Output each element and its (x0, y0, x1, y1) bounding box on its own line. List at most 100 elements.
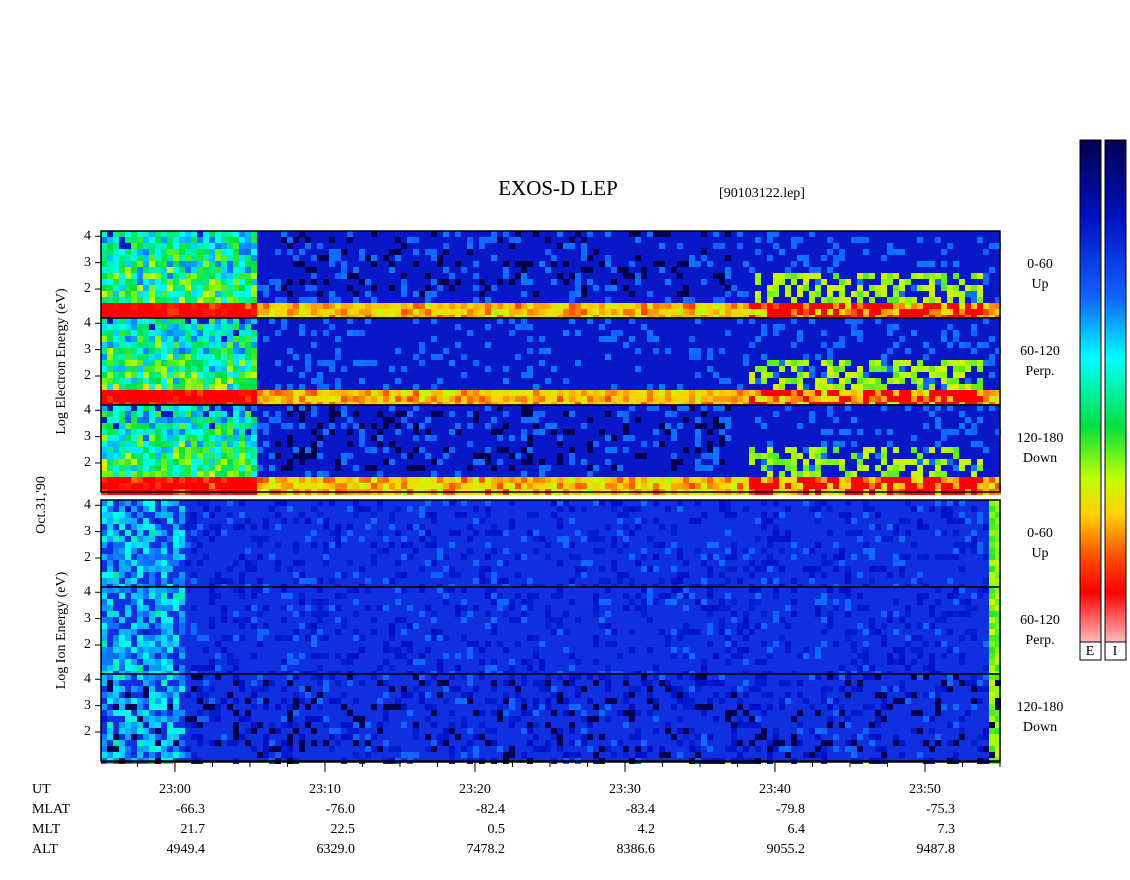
spectrogram-cell (827, 617, 833, 623)
spectrogram-cell (713, 231, 719, 237)
spectrogram-cell (893, 629, 899, 635)
spectrogram-cell (863, 506, 869, 512)
spectrogram-cell (113, 231, 119, 237)
spectrogram-cell (197, 348, 203, 354)
spectrogram-cell (857, 237, 863, 243)
spectrogram-cell (719, 378, 725, 384)
spectrogram-cell (389, 441, 395, 447)
spectrogram-cell (989, 309, 995, 315)
spectrogram-cell (581, 249, 587, 255)
spectrogram-cell (443, 348, 449, 354)
spectrogram-cell (119, 665, 125, 671)
spectrogram-cell (119, 336, 125, 342)
spectrogram-cell (305, 578, 311, 584)
spectrogram-cell (827, 384, 833, 390)
spectrogram-cell (701, 560, 707, 566)
spectrogram-cell (137, 354, 143, 360)
spectrogram-cell (179, 554, 185, 560)
spectrogram-cell (341, 453, 347, 459)
spectrogram-cell (185, 273, 191, 279)
spectrogram-cell (125, 653, 131, 659)
spectrogram-cell (317, 629, 323, 635)
spectrogram-cell (299, 623, 305, 629)
spectrogram-cell (131, 524, 137, 530)
spectrogram-cell (539, 309, 545, 315)
spectrogram-cell (251, 435, 257, 441)
spectrogram-cell (227, 360, 233, 366)
spectrogram-cell (167, 405, 173, 411)
spectrogram-cell (893, 471, 899, 477)
spectrogram-cell (101, 255, 107, 261)
spectrogram-cell (569, 506, 575, 512)
spectrogram-cell (365, 506, 371, 512)
spectrogram-cell (161, 255, 167, 261)
spectrogram-cell (767, 360, 773, 366)
spectrogram-cell (659, 390, 665, 396)
spectrogram-cell (599, 500, 605, 506)
spectrogram-cell (125, 560, 131, 566)
spectrogram-cell (227, 237, 233, 243)
spectrogram-cell (245, 453, 251, 459)
spectrogram-cell (131, 411, 137, 417)
spectrogram-cell (647, 405, 653, 411)
spectrogram-cell (239, 291, 245, 297)
spectrogram-cell (527, 459, 533, 465)
spectrogram-cell (161, 554, 167, 560)
spectrogram-cell (653, 665, 659, 671)
spectrogram-cell (299, 593, 305, 599)
spectrogram-cell (209, 659, 215, 665)
spectrogram-cell (197, 297, 203, 303)
spectrogram-cell (587, 471, 593, 477)
spectrogram-cell (197, 354, 203, 360)
spectrogram-cell (245, 560, 251, 566)
spectrogram-cell (113, 483, 119, 489)
spectrogram-cell (227, 659, 233, 665)
spectrogram-cell (569, 518, 575, 524)
spectrogram-cell (251, 429, 257, 435)
spectrogram-cell (119, 629, 125, 635)
spectrogram-cell (197, 372, 203, 378)
spectrogram-cell (287, 506, 293, 512)
spectrogram-cell (143, 330, 149, 336)
spectrogram-cell (671, 390, 677, 396)
spectrogram-cell (125, 665, 131, 671)
spectrogram-cell (197, 390, 203, 396)
spectrogram-cell (851, 477, 857, 483)
spectrogram-cell (143, 587, 149, 593)
spectrogram-cell (617, 309, 623, 315)
spectrogram-cell (239, 572, 245, 578)
spectrogram-cell (257, 542, 263, 548)
spectrogram-cell (479, 309, 485, 315)
spectrogram-cell (215, 279, 221, 285)
spectrogram-cell (587, 477, 593, 483)
spectrogram-cell (779, 617, 785, 623)
spectrogram-cell (281, 635, 287, 641)
spectrogram-cell (371, 477, 377, 483)
spectrogram-cell (209, 465, 215, 471)
spectrogram-cell (203, 324, 209, 330)
spectrogram-cell (437, 354, 443, 360)
spectrogram-cell (683, 653, 689, 659)
spectrogram-cell (371, 423, 377, 429)
spectrogram-cell (215, 530, 221, 536)
spectrogram-cell (251, 309, 257, 315)
spectrogram-cell (731, 641, 737, 647)
spectrogram-cell (203, 423, 209, 429)
spectrogram-cell (953, 396, 959, 402)
spectrogram-cell (137, 599, 143, 605)
spectrogram-cell (683, 587, 689, 593)
spectrogram-cell (887, 390, 893, 396)
spectrogram-cell (131, 309, 137, 315)
spectrogram-cell (653, 309, 659, 315)
spectrogram-cell (395, 303, 401, 309)
spectrogram-cell (149, 554, 155, 560)
spectrogram-cell (137, 635, 143, 641)
spectrogram-cell (131, 231, 137, 237)
spectrogram-cell (959, 396, 965, 402)
spectrogram-cell (641, 396, 647, 402)
y-tick-label: 2 (84, 368, 91, 383)
spectrogram-cell (557, 396, 563, 402)
spectrogram-cell (287, 465, 293, 471)
spectrogram-cell (785, 465, 791, 471)
spectrogram-cell (545, 542, 551, 548)
